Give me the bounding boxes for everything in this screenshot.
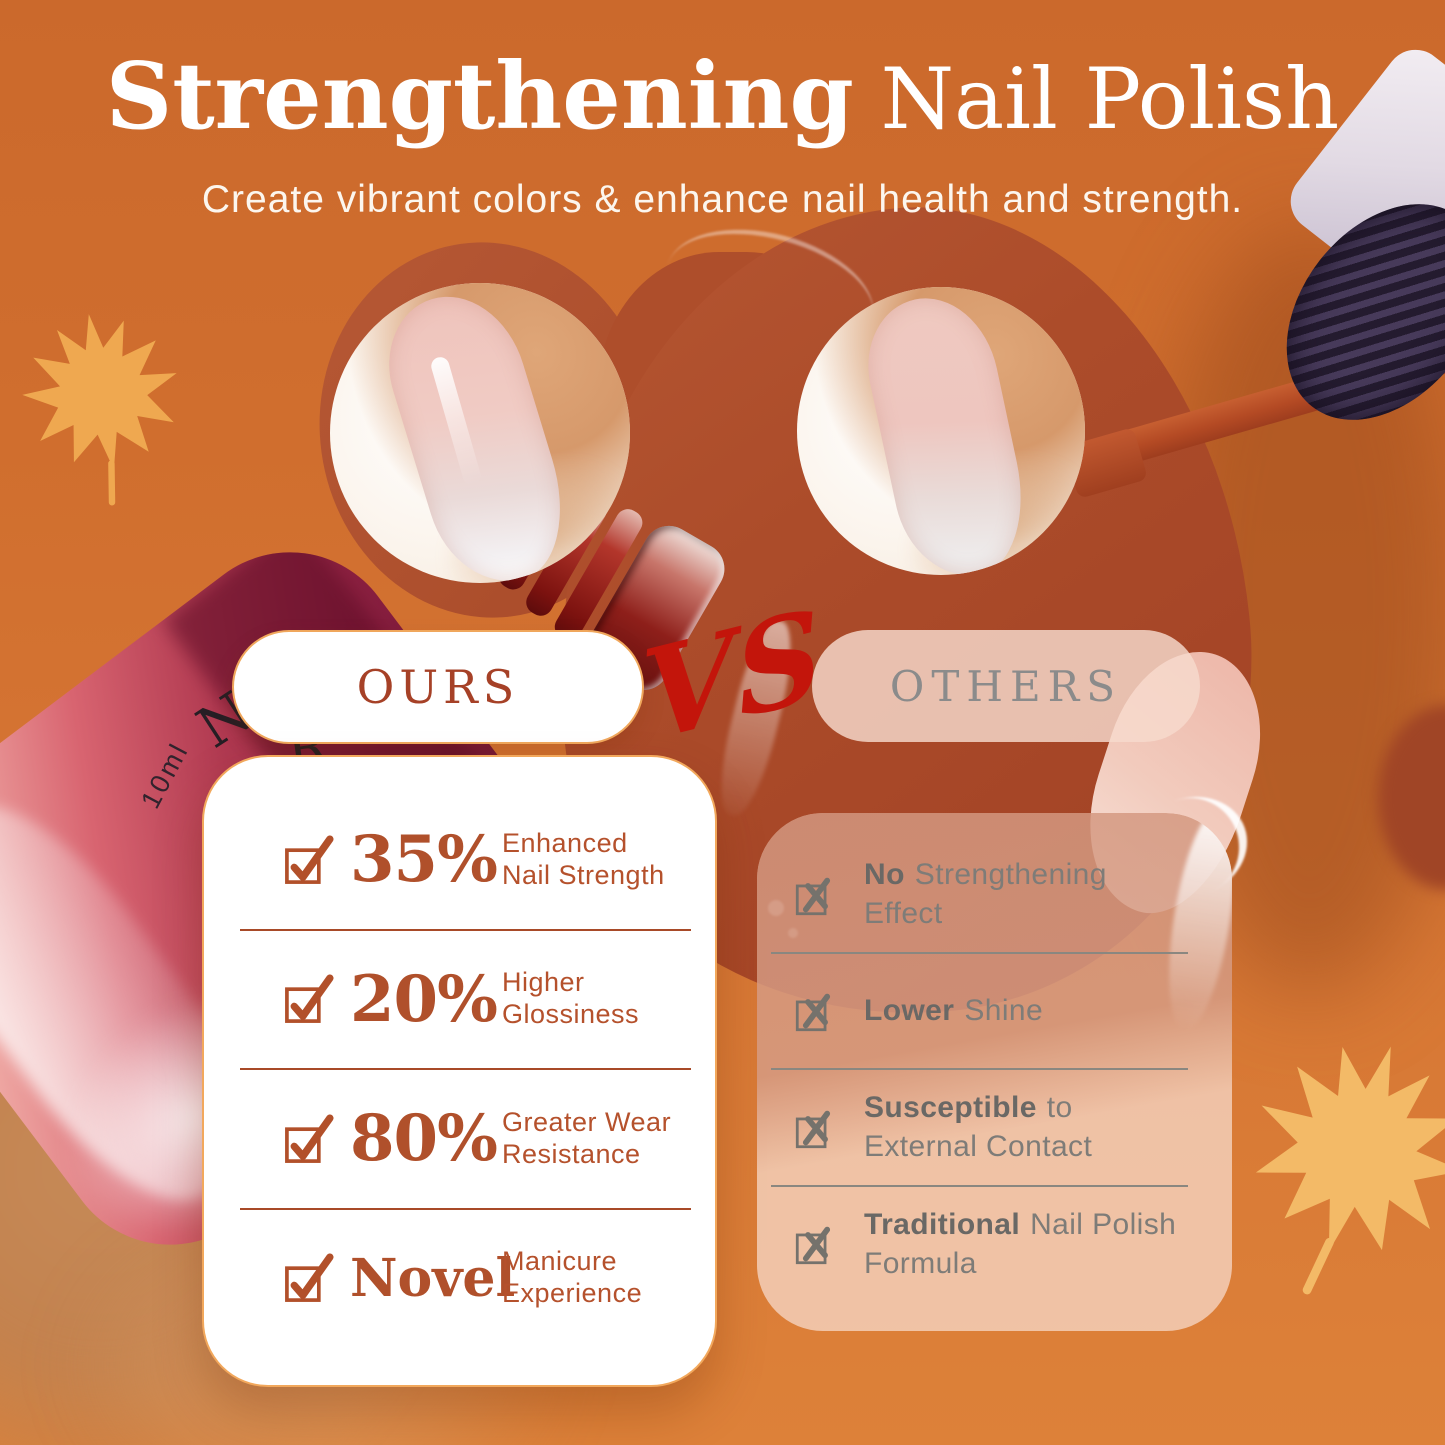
others-row: No Strengthening Effect xyxy=(757,837,1232,952)
label-text: to xyxy=(1046,1091,1073,1125)
others-label: Susceptible to External Contact xyxy=(864,1088,1092,1166)
others-row: Susceptible to External Contact xyxy=(757,1070,1232,1185)
ours-value: 20% xyxy=(350,961,498,1037)
label-line: Susceptible to xyxy=(864,1088,1092,1127)
ours-header-label: OURS xyxy=(356,660,520,714)
ours-value: Novel xyxy=(350,1247,516,1309)
label-text: Nail Polish xyxy=(1030,1207,1177,1241)
label-line: Glossiness xyxy=(502,999,640,1030)
label-line: Traditional Nail Polish xyxy=(864,1205,1176,1244)
others-label: Traditional Nail Polish Formula xyxy=(864,1205,1176,1283)
page-subtitle: Create vibrant colors & enhance nail hea… xyxy=(201,178,1244,221)
ours-card: 35% Enhanced Nail Strength 20% Higher Gl… xyxy=(202,755,717,1387)
label-line: Resistance xyxy=(502,1138,641,1169)
check-icon xyxy=(282,833,336,887)
ours-row: Novel Manicure Experience xyxy=(204,1210,715,1348)
divider xyxy=(240,928,691,931)
cross-icon xyxy=(793,871,840,918)
check-icon xyxy=(282,1251,336,1305)
maple-leaf-icon xyxy=(1199,1006,1445,1331)
ours-label: Greater Wear Resistance xyxy=(502,1107,671,1171)
page-title: Strengthening Nail Polish xyxy=(0,48,1445,145)
nail-closeup-circle-right xyxy=(797,287,1085,575)
cross-icon xyxy=(793,1104,840,1151)
others-label: Lower Shine xyxy=(864,991,1043,1030)
label-line: External Contact xyxy=(864,1130,1093,1164)
cross-icon xyxy=(793,1220,840,1267)
others-card: No Strengthening Effect Lower Shine Suscep… xyxy=(757,813,1232,1331)
cross-icon xyxy=(793,987,840,1034)
check-icon xyxy=(282,972,336,1026)
ours-header-pill: OURS xyxy=(232,630,644,744)
ours-label: Enhanced Nail Strength xyxy=(502,828,665,892)
ours-value: 80% xyxy=(350,1101,498,1177)
label-line: Formula xyxy=(864,1246,977,1280)
divider xyxy=(240,1207,691,1210)
nail-closeup-circle-left xyxy=(330,283,630,583)
label-line: Greater Wear xyxy=(502,1106,672,1137)
label-line: Experience xyxy=(502,1278,643,1309)
label-lead: No xyxy=(864,858,905,892)
label-lead: Traditional xyxy=(864,1207,1021,1241)
ours-value: 35% xyxy=(350,822,498,898)
ours-row: 20% Higher Glossiness xyxy=(204,931,715,1069)
label-line: Effect xyxy=(864,897,943,931)
maple-leaf-icon xyxy=(3,299,201,517)
label-lead: Lower xyxy=(864,994,955,1028)
divider xyxy=(771,951,1188,954)
ours-row: 35% Enhanced Nail Strength xyxy=(204,791,715,929)
label-line: Higher xyxy=(502,967,585,998)
label-text: Strengthening xyxy=(914,858,1107,892)
others-label: No Strengthening Effect xyxy=(864,855,1107,933)
label-line: Nail Strength xyxy=(502,859,665,890)
check-icon xyxy=(282,1112,336,1166)
label-line: Enhanced xyxy=(502,827,628,858)
others-row: Lower Shine xyxy=(757,954,1232,1069)
label-line: No Strengthening xyxy=(864,855,1107,894)
divider xyxy=(240,1068,691,1070)
ours-label: Manicure Experience xyxy=(502,1246,642,1310)
label-text: Shine xyxy=(964,994,1044,1028)
others-header-label: OTHERS xyxy=(889,661,1123,711)
label-line: Manicure xyxy=(502,1246,618,1277)
title-rest: Nail Polish xyxy=(853,50,1340,148)
ours-label: Higher Glossiness xyxy=(502,967,639,1031)
divider xyxy=(771,1068,1188,1070)
label-lead: Susceptible xyxy=(864,1091,1037,1125)
ours-row: 80% Greater Wear Resistance xyxy=(204,1070,715,1208)
others-header-pill: OTHERS xyxy=(812,630,1200,742)
label-line: Lower Shine xyxy=(864,991,1043,1030)
divider xyxy=(771,1184,1188,1187)
others-row: Traditional Nail Polish Formula xyxy=(757,1187,1232,1302)
title-emphasis: Strengthening xyxy=(105,42,854,150)
